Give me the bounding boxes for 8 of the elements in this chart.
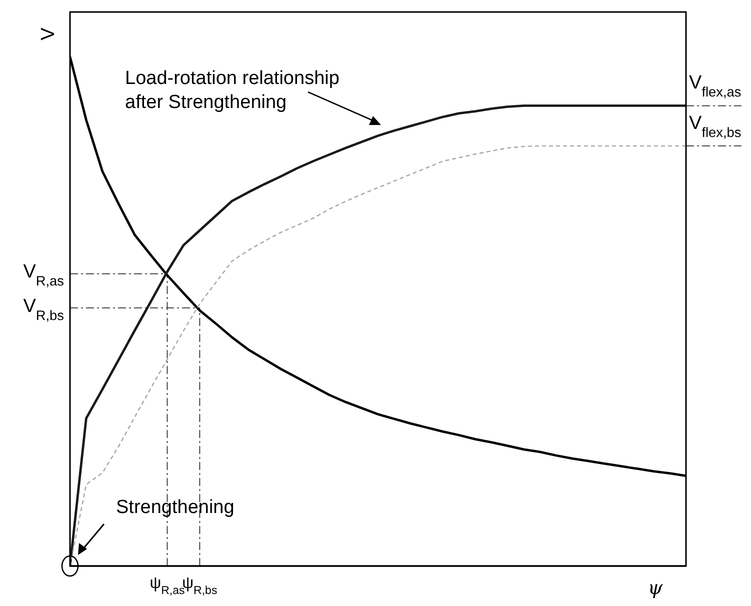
ref-line-label: V$_{R,bs}$ — [23, 296, 64, 322]
y-axis-title: V — [38, 27, 59, 40]
ref-line-label: V$_{R,as}$ — [23, 262, 64, 288]
x-axis-title: ψ — [648, 577, 664, 599]
ref-line-label: V$_{flex,as}$ — [689, 72, 742, 100]
ref-line-label: V$_{flex,bs}$ — [689, 112, 742, 140]
annotation: Load-rotation relationship after Strengthening — [125, 68, 340, 113]
annotation: Strengthening — [116, 497, 234, 518]
